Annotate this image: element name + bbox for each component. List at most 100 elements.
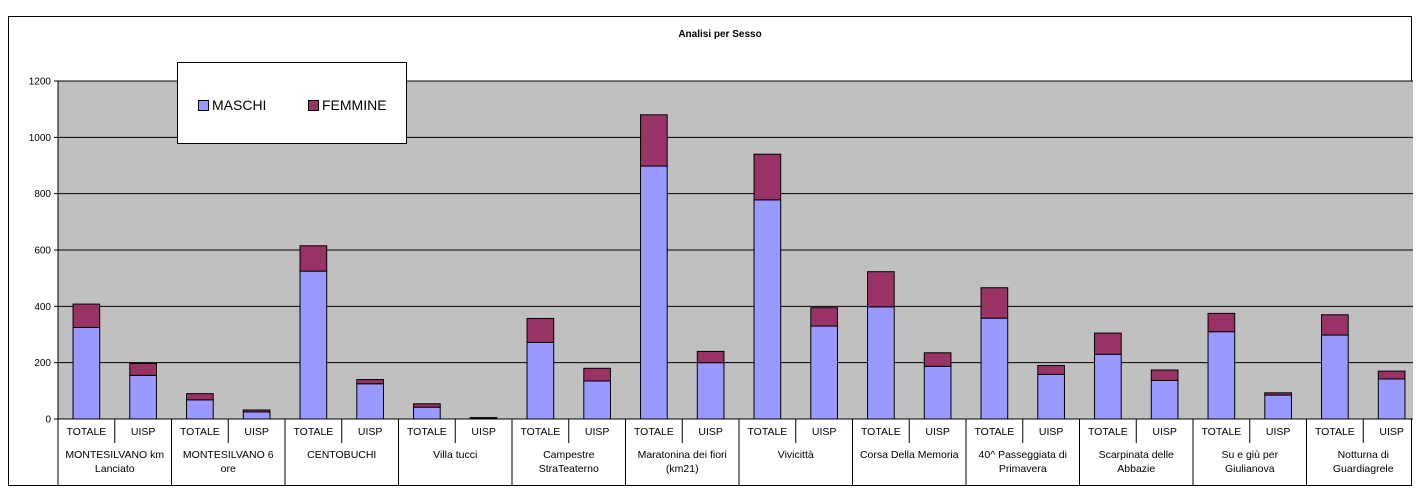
bar-maschi-13 (810, 325, 838, 420)
bar-femmine-22 (1321, 314, 1349, 336)
bar-maschi-11 (696, 362, 725, 420)
legend: MASCHI FEMMINE (177, 62, 407, 144)
bar-femmine-11 (696, 350, 725, 364)
x-subcategory-label: UISP (812, 426, 837, 438)
bar-femmine-23 (1377, 370, 1406, 380)
bar-maschi-18 (1094, 353, 1122, 420)
x-subcategory-label: TOTALE (861, 426, 901, 438)
y-tick-label: 800 (34, 189, 51, 200)
x-group-label: Vivicittà (778, 449, 814, 461)
x-group-label: Notturna di (1338, 449, 1389, 461)
x-subcategory-label: TOTALE (293, 426, 333, 438)
x-group-label: Lanciato (95, 463, 135, 475)
x-group-label: Villa tucci (433, 449, 477, 461)
x-subcategory-label: UISP (1266, 426, 1291, 438)
bar-femmine-3 (242, 409, 271, 413)
x-group-label: Primavera (999, 463, 1047, 475)
bar-femmine-20 (1207, 312, 1236, 333)
x-subcategory-label: UISP (1039, 426, 1064, 438)
legend-label-maschi: MASCHI (212, 97, 267, 113)
x-subcategory-label: UISP (358, 426, 383, 438)
x-group-label: Campestre (543, 449, 595, 461)
bar-maschi-9 (583, 380, 611, 420)
y-tick-label: 1000 (29, 133, 52, 144)
bar-femmine-13 (810, 307, 838, 327)
x-subcategory-label: TOTALE (1088, 426, 1128, 438)
bar-femmine-6 (413, 403, 441, 408)
bar-maschi-22 (1321, 334, 1349, 420)
x-group-label: (km21) (666, 463, 699, 475)
x-subcategory-label: UISP (925, 426, 950, 438)
bar-maschi-17 (1037, 373, 1065, 420)
bar-maschi-14 (867, 306, 895, 420)
legend-item-femmine: FEMMINE (308, 97, 387, 113)
bar-maschi-10 (640, 165, 668, 420)
x-subcategory-label: UISP (131, 426, 156, 438)
x-subcategory-label: UISP (698, 426, 723, 438)
x-group-label: 40^ Passeggiata di (979, 449, 1067, 461)
x-group-label: Guardiagrele (1333, 463, 1394, 475)
x-group-label: Giulianova (1225, 463, 1275, 475)
chart-frame: Analisi per Sesso 0 200 400 600 800 1000 1200 T… (8, 16, 1413, 486)
bar-maschi-3 (242, 411, 271, 420)
bar-femmine-10 (640, 114, 668, 167)
bar-femmine-1 (129, 363, 157, 376)
bar-femmine-19 (1150, 369, 1179, 381)
x-group-label: CENTOBUCHI (307, 449, 376, 461)
x-subcategory-label: TOTALE (747, 426, 787, 438)
bar-femmine-15 (923, 352, 952, 367)
legend-swatch-femmine (308, 99, 319, 111)
x-subcategory-label: UISP (1152, 426, 1177, 438)
x-group-label: Maratonina dei fiori (638, 449, 727, 461)
x-subcategory-label: TOTALE (66, 426, 106, 438)
bar-femmine-16 (980, 287, 1009, 319)
bar-femmine-8 (526, 317, 555, 343)
legend-item-maschi: MASCHI (198, 97, 266, 113)
bar-femmine-5 (356, 379, 384, 385)
x-subcategory-label: TOTALE (180, 426, 220, 438)
bar-maschi-16 (980, 317, 1009, 420)
x-group-label: StraTeaterno (539, 463, 599, 475)
bar-femmine-2 (186, 393, 214, 401)
legend-label-femmine: FEMMINE (322, 97, 387, 113)
y-tick-label: 400 (34, 302, 51, 313)
x-subcategory-label: UISP (471, 426, 496, 438)
y-tick-label: 200 (34, 358, 51, 369)
bar-maschi-20 (1207, 331, 1236, 420)
bar-femmine-21 (1264, 392, 1292, 396)
x-subcategory-label: TOTALE (634, 426, 674, 438)
x-subcategory-label: UISP (1379, 426, 1404, 438)
bar-femmine-14 (867, 271, 895, 308)
y-tick-label: 0 (45, 415, 51, 426)
x-subcategory-label: UISP (244, 426, 269, 438)
bar-femmine-17 (1037, 364, 1065, 375)
bar-maschi-1 (129, 374, 157, 420)
bars (72, 114, 1406, 420)
x-subcategory-label: TOTALE (1201, 426, 1241, 438)
bar-maschi-8 (526, 341, 555, 420)
x-subcategory-label: TOTALE (1315, 426, 1355, 438)
y-tick-label: 1200 (29, 77, 52, 88)
bar-maschi-23 (1377, 378, 1406, 420)
bar-femmine-18 (1094, 332, 1122, 355)
axis-labels: 0 200 400 600 800 1000 1200 TOTALE UISP TOTALE UIS… (29, 77, 1404, 476)
axes (54, 80, 1413, 485)
bar-femmine-0 (72, 303, 101, 328)
x-group-label: ore (221, 463, 236, 475)
bar-maschi-0 (72, 326, 101, 420)
bar-femmine-9 (583, 367, 611, 382)
x-subcategory-label: TOTALE (520, 426, 560, 438)
bar-maschi-12 (753, 199, 782, 420)
x-subcategory-label: TOTALE (407, 426, 447, 438)
bar-maschi-19 (1150, 379, 1179, 420)
x-group-label: Su e giù per (1221, 449, 1278, 461)
legend-swatch-maschi (198, 99, 209, 111)
bar-maschi-21 (1264, 394, 1292, 420)
bar-femmine-4 (299, 245, 328, 272)
bar-maschi-6 (413, 406, 441, 420)
x-group-label: Corsa Della Memoria (860, 449, 959, 461)
bar-maschi-15 (923, 365, 952, 420)
x-group-label: MONTESILVANO km (65, 449, 164, 461)
chart-title: Analisi per Sesso (678, 29, 761, 40)
x-group-label: Abbazie (1117, 463, 1155, 475)
